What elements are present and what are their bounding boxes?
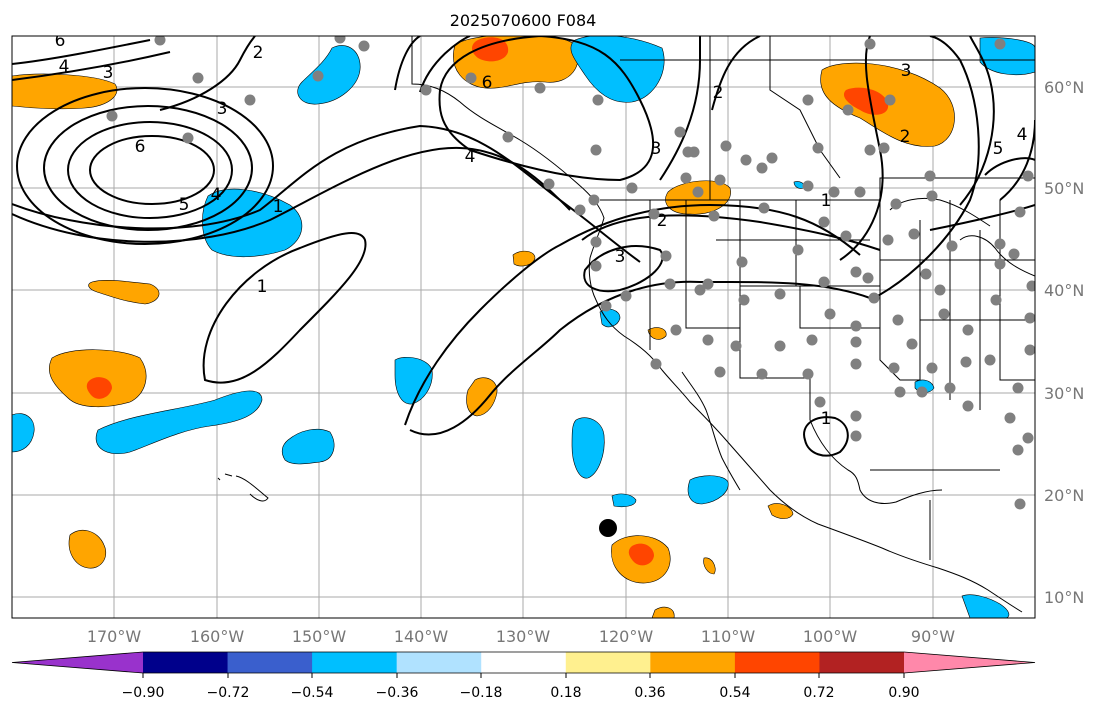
colorbar-ticks	[142, 673, 905, 678]
contour-label: 6	[482, 73, 493, 93]
colorbar-tick-label: −0.90	[122, 685, 165, 701]
contour-label: 1	[257, 277, 268, 297]
lon-label: 130°W	[496, 627, 551, 646]
contour-label: 5	[179, 195, 190, 215]
colorbar-segment	[396, 652, 482, 673]
figure-title: 2025070600 F084	[450, 11, 597, 30]
contour-label: 2	[900, 127, 911, 147]
lon-label: 140°W	[394, 627, 449, 646]
lat-label: 20°N	[1044, 486, 1084, 505]
contour-label: 4	[59, 57, 70, 77]
lon-label: 120°W	[599, 627, 654, 646]
colorbar-tick-label: −0.36	[376, 685, 419, 701]
contour-label: 6	[135, 137, 146, 157]
contour-label: 4	[211, 185, 222, 205]
colorbar-tick-label: 0.36	[634, 685, 665, 701]
contour-label: 4	[465, 147, 476, 167]
contour-label: 5	[993, 139, 1004, 159]
colorbar-segments	[11, 651, 1036, 674]
contour-label: 2	[657, 211, 668, 231]
lon-label: 100°W	[803, 627, 858, 646]
contour-label: 6	[55, 31, 66, 51]
contour-label: 3	[901, 61, 912, 81]
colorbar-tick-label: 0.54	[719, 685, 750, 701]
colorbar-tick-label: −0.18	[460, 685, 503, 701]
colorbar-segment	[143, 652, 229, 673]
colorbar-tick-label: −0.54	[291, 685, 334, 701]
colorbar-tick-label: 0.90	[888, 685, 919, 701]
contour-label: 3	[651, 139, 662, 159]
contour-labels: 6 2 4 3 3 6 5 4 1 1 6 4 2 3 2 3 1 2 5 4	[55, 31, 1028, 429]
storm-center-marker	[599, 519, 617, 537]
lon-label: 90°W	[911, 627, 955, 646]
contour-label: 3	[217, 99, 228, 119]
contour-label: 4	[1017, 125, 1028, 145]
colorbar-segment	[12, 652, 143, 673]
contour-lines	[12, 36, 1035, 457]
contour-label: 1	[821, 191, 832, 211]
contour-label: 1	[273, 197, 284, 217]
colorbar-segment	[904, 652, 1035, 673]
negative-anomaly-fills	[12, 36, 1035, 618]
lon-label: 170°W	[87, 627, 142, 646]
lon-label: 160°W	[190, 627, 245, 646]
colorbar-segment	[565, 652, 651, 673]
colorbar-segment	[227, 652, 313, 673]
contour-label: 3	[103, 63, 114, 83]
longitude-labels: 170°W 160°W 150°W 140°W 130°W 120°W 110°…	[87, 627, 955, 646]
colorbar-tick-label: −0.72	[207, 685, 250, 701]
contour-label: 3	[615, 247, 626, 267]
lat-label: 60°N	[1044, 78, 1084, 97]
lon-label: 110°W	[701, 627, 756, 646]
colorbar-segment	[650, 652, 736, 673]
lon-label: 150°W	[292, 627, 347, 646]
contour-label: 2	[253, 43, 264, 63]
contour-label: 2	[713, 83, 724, 103]
lat-label: 50°N	[1044, 179, 1084, 198]
latitude-labels: 60°N 50°N 40°N 30°N 20°N 10°N	[1044, 78, 1084, 607]
contour-label: 1	[821, 409, 832, 429]
colorbar-tick-label: 0.18	[550, 685, 581, 701]
map-area: 6 2 4 3 3 6 5 4 1 1 6 4 2 3 2 3 1 2 5 4	[11, 31, 1036, 619]
lat-label: 10°N	[1044, 588, 1084, 607]
map-frame	[11, 35, 1036, 619]
colorbar-tick-labels: −0.90 −0.72 −0.54 −0.36 −0.18 0.18 0.36 …	[122, 685, 920, 701]
lat-label: 30°N	[1044, 384, 1084, 403]
lat-label: 40°N	[1044, 281, 1084, 300]
colorbar-tick-label: 0.72	[803, 685, 834, 701]
station-dots	[106, 36, 1035, 510]
colorbar-segment	[312, 652, 398, 673]
graticule	[12, 36, 1035, 618]
colorbar-segment	[734, 652, 820, 673]
colorbar-segment	[481, 652, 567, 673]
colorbar: −0.90 −0.72 −0.54 −0.36 −0.18 0.18 0.36 …	[11, 651, 1036, 701]
colorbar-segment	[819, 652, 905, 673]
